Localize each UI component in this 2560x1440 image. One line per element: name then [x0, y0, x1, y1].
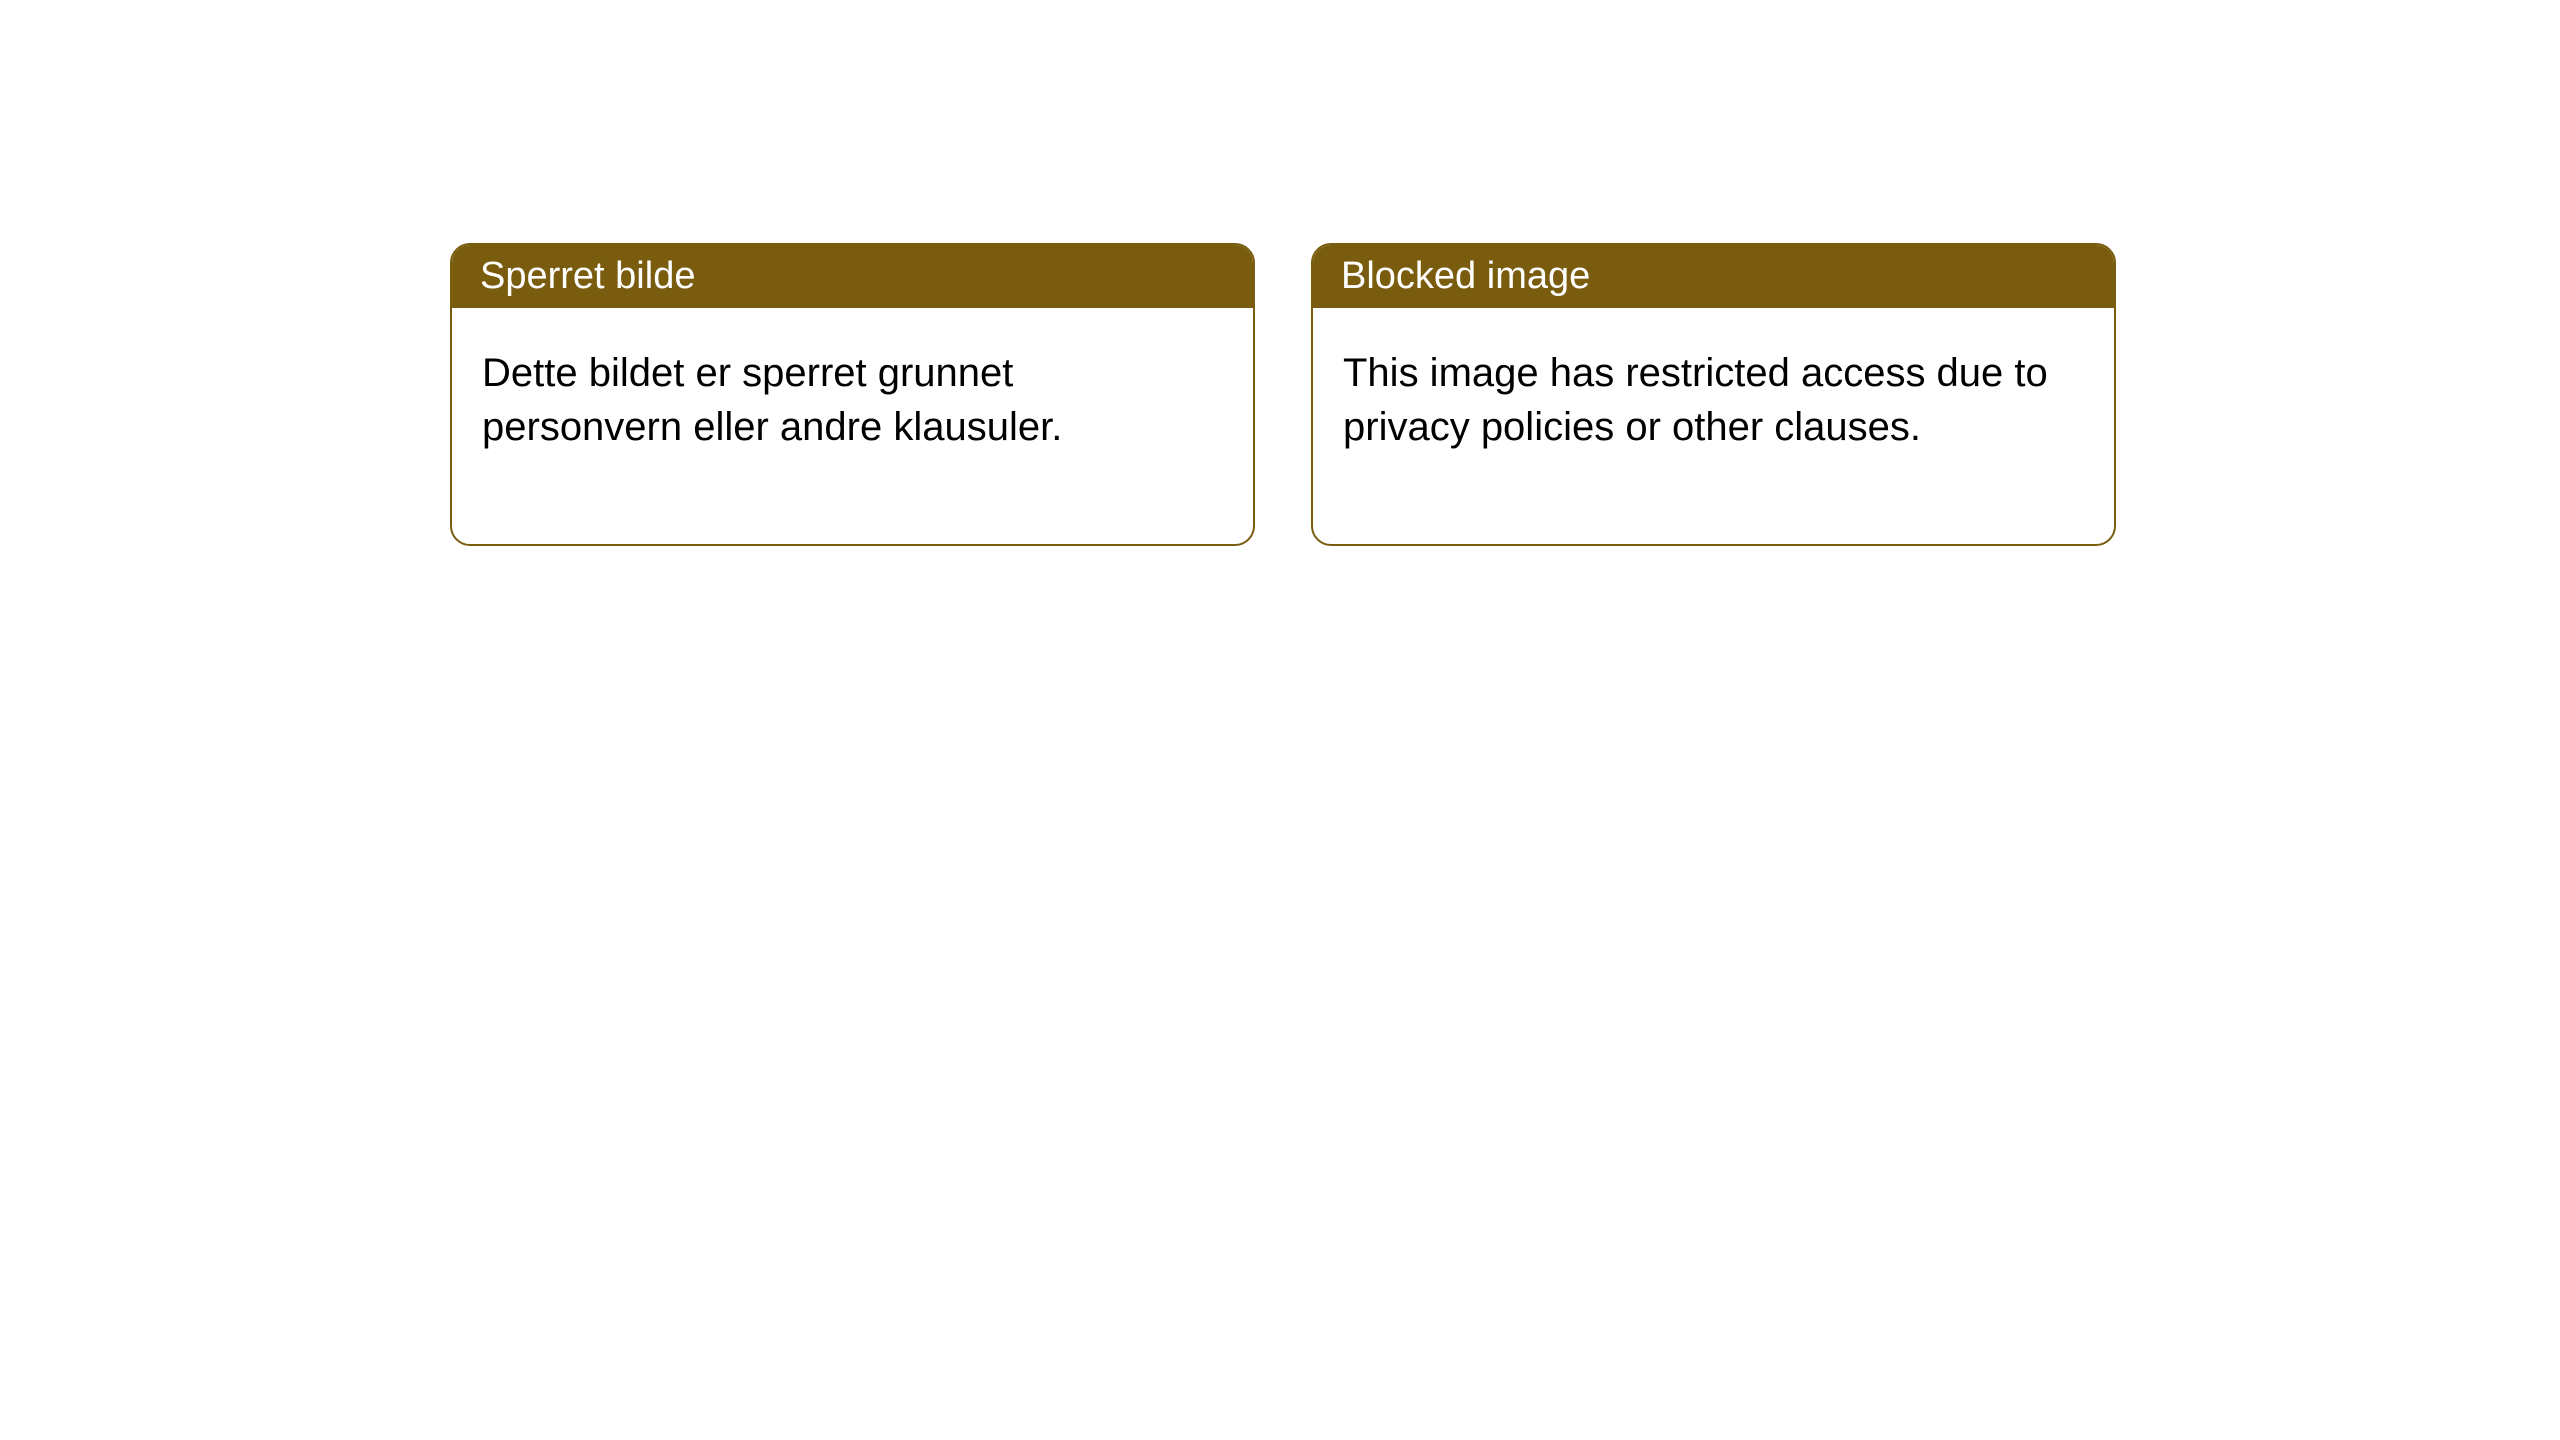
notice-card-text: Dette bildet er sperret grunnet personve… [482, 351, 1062, 449]
notice-card-title: Sperret bilde [480, 255, 695, 297]
notice-card-header: Sperret bilde [452, 245, 1253, 308]
notice-card-text: This image has restricted access due to … [1343, 351, 2048, 449]
notice-card-english: Blocked image This image has restricted … [1311, 243, 2116, 546]
notice-container: Sperret bilde Dette bildet er sperret gr… [0, 0, 2560, 546]
notice-card-body: This image has restricted access due to … [1313, 308, 2114, 544]
notice-card-header: Blocked image [1313, 245, 2114, 308]
notice-card-norwegian: Sperret bilde Dette bildet er sperret gr… [450, 243, 1255, 546]
notice-card-title: Blocked image [1341, 255, 1590, 297]
notice-card-body: Dette bildet er sperret grunnet personve… [452, 308, 1253, 544]
